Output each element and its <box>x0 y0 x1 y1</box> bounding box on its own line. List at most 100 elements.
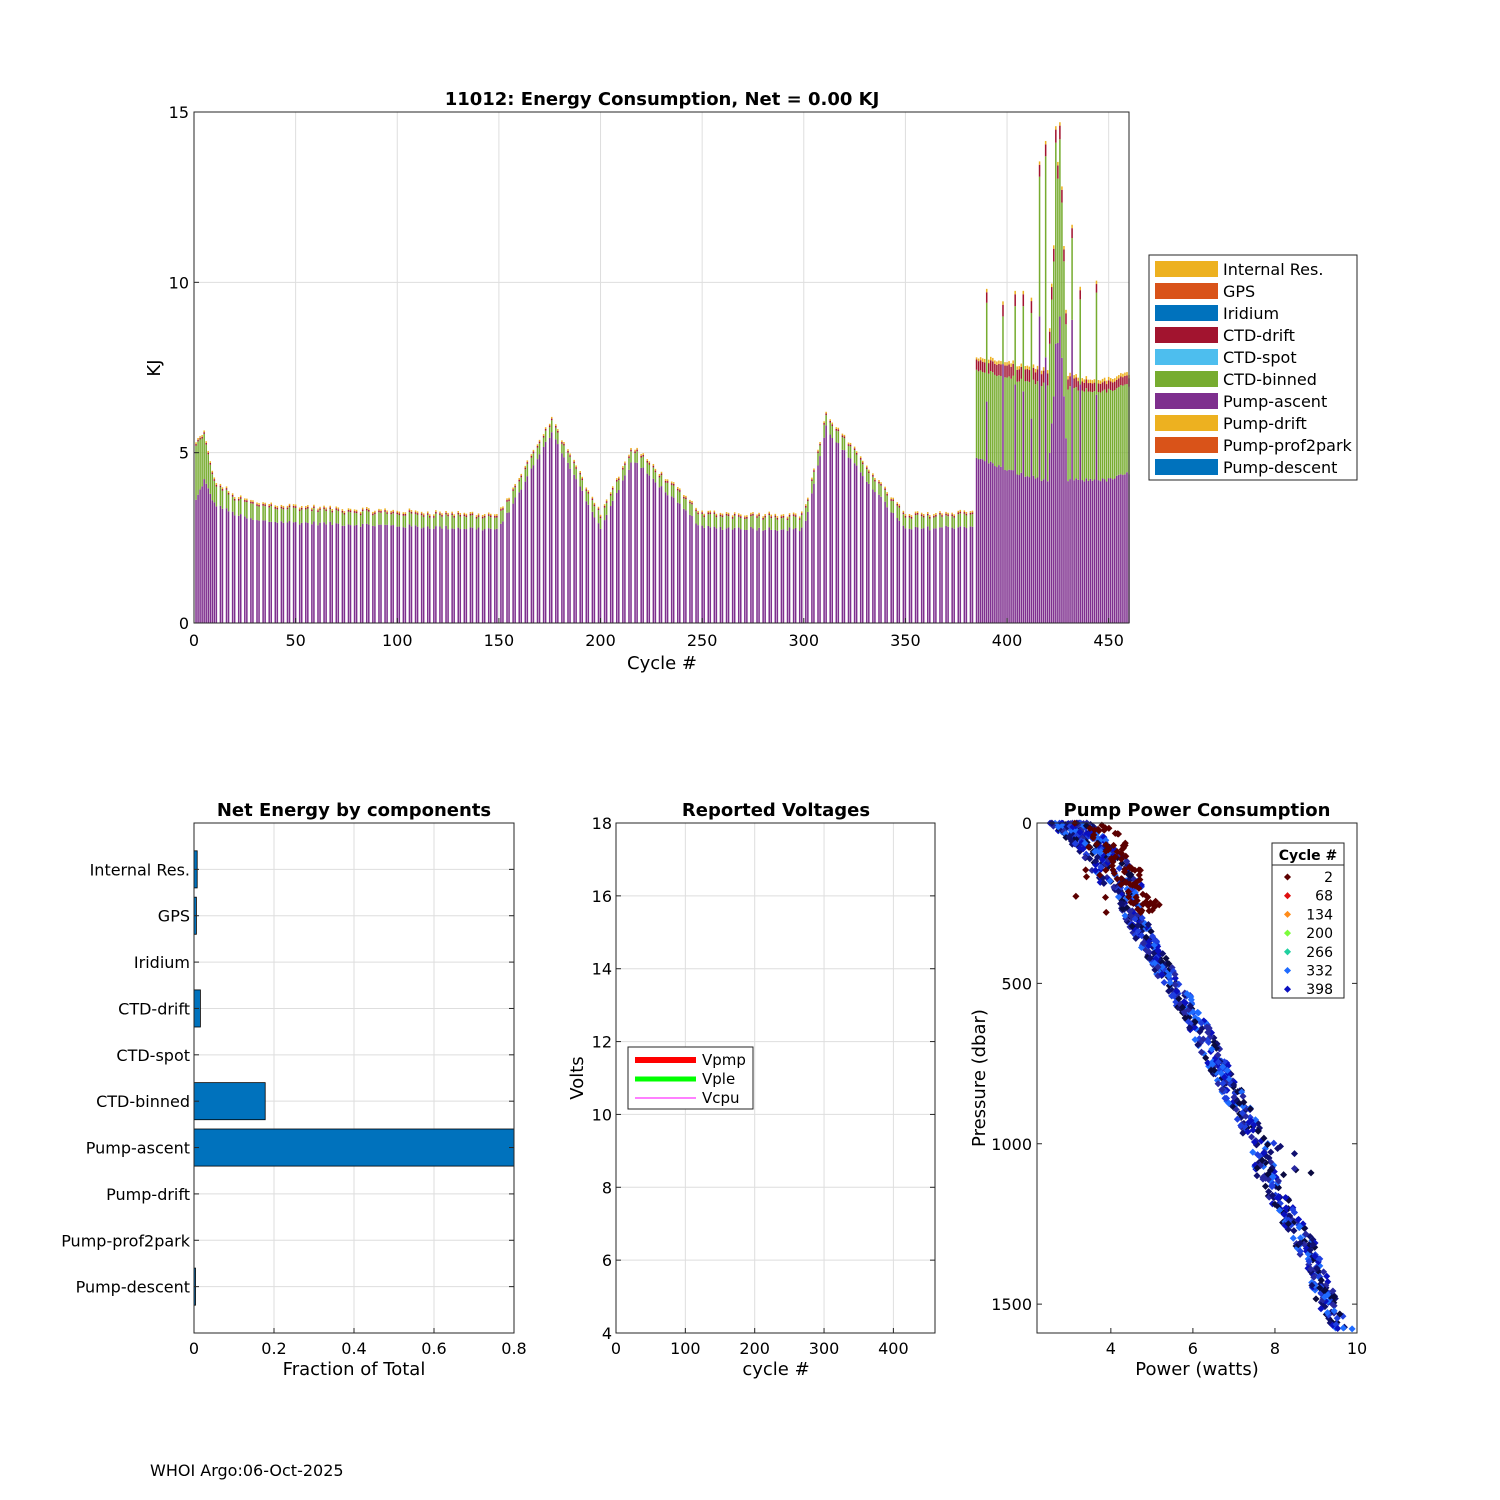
top-bar-ctd-binned <box>585 490 588 502</box>
top-bar-pump-ascent <box>666 495 669 623</box>
top-bar-internal-res <box>1040 370 1043 375</box>
top-bar-ctd-drift <box>1036 369 1039 382</box>
top-bar-ctd-binned <box>616 481 618 493</box>
top-bar-ctd-binned <box>288 507 291 522</box>
top-bar-ctd-binned <box>756 517 758 531</box>
top-bar-internal-res <box>294 504 297 507</box>
top-bar-internal-res <box>561 440 563 443</box>
top-bar-pump-ascent <box>996 467 998 623</box>
top-bar-pump-ascent <box>725 528 728 623</box>
top-bar-internal-res <box>819 442 821 444</box>
top-bar-pump-ascent <box>916 527 919 623</box>
top-bar-pump-ascent <box>599 528 602 623</box>
top-bar-ctd-drift <box>227 492 230 495</box>
top-bar-internal-res <box>237 497 240 499</box>
top-bar-ctd-drift <box>636 449 638 452</box>
top-bar-internal-res <box>731 515 734 518</box>
top-bar-ctd-drift <box>433 516 435 518</box>
top-bar-pump-ascent <box>798 531 801 623</box>
top-bar-pump-ascent <box>231 511 234 623</box>
top-bar-pump-ascent <box>1089 478 1092 623</box>
top-bar-pump-ascent <box>683 508 685 623</box>
top-bar-ctd-binned <box>933 517 935 529</box>
top-bar-pump-ascent <box>1028 477 1031 623</box>
top-bar-internal-res <box>311 507 313 510</box>
top-bar-ctd-binned <box>1081 390 1084 481</box>
top-bar-internal-res <box>855 451 858 453</box>
top-bar-ctd-drift <box>1065 313 1067 325</box>
top-bar-ctd-binned <box>770 518 773 530</box>
top-bar-ctd-binned <box>904 517 907 529</box>
top-bar-pump-ascent <box>770 529 773 623</box>
top-bar-pump-ascent <box>246 518 248 623</box>
top-bar-ctd-binned <box>500 510 502 524</box>
top-bar-ctd-binned <box>1016 381 1018 475</box>
top-bar-ctd-drift <box>764 515 766 518</box>
top-bar-pump-ascent <box>569 468 571 623</box>
top-bar-internal-res <box>337 507 340 510</box>
top-bar-pump-ascent <box>634 462 636 623</box>
top-bar-ctd-binned <box>829 422 831 435</box>
top-bar-ctd-binned <box>366 510 368 524</box>
top-bar-ctd-drift <box>215 484 218 487</box>
top-bar-pump-ascent <box>219 505 222 623</box>
top-bar-ctd-binned <box>1061 202 1063 358</box>
top-bar-ctd-drift <box>1122 377 1124 386</box>
top-bar-ctd-drift <box>496 515 498 518</box>
top-bar-internal-res <box>201 435 203 437</box>
top-bar-internal-res <box>929 515 931 517</box>
top-bar-internal-res <box>526 460 529 463</box>
top-bar-ctd-drift <box>945 513 947 516</box>
top-bar-internal-res <box>874 478 876 480</box>
top-bar-internal-res <box>1022 290 1025 295</box>
top-bar-ctd-binned <box>1002 316 1004 365</box>
top-bar-ctd-drift <box>965 513 968 516</box>
top-bar-ctd-binned <box>807 501 809 512</box>
top-bar-pump-ascent <box>868 483 870 623</box>
top-bar-ctd-binned <box>441 516 443 529</box>
top-bar-ctd-binned <box>792 515 795 530</box>
top-bar-ctd-drift <box>737 515 740 517</box>
top-bar-ctd-drift <box>892 499 894 502</box>
top-bar-pump-ascent <box>994 466 996 623</box>
top-bar-ctd-binned <box>268 507 270 522</box>
top-bar-pump-ascent <box>992 463 994 623</box>
top-bar-internal-res <box>707 510 710 513</box>
top-bar-ctd-binned <box>506 501 508 513</box>
top-bar-pump-ascent <box>646 473 649 623</box>
top-legend-swatch <box>1155 371 1218 387</box>
top-bar-internal-res <box>250 499 252 502</box>
top-bar-pump-ascent <box>532 465 535 623</box>
top-bar-ctd-binned <box>660 475 663 487</box>
top-bar-pump-ascent <box>1002 364 1004 623</box>
top-bar-ctd-drift <box>939 512 941 515</box>
top-bar-pump-ascent <box>1026 476 1029 623</box>
top-bar-ctd-binned <box>843 438 846 451</box>
top-bar-internal-res <box>209 461 212 463</box>
top-bar-internal-res <box>1081 378 1084 382</box>
top-bar-ctd-binned <box>1075 387 1077 479</box>
top-bar-ctd-binned <box>463 516 466 529</box>
top-bar-ctd-drift <box>378 510 380 513</box>
top-bar-pump-ascent <box>878 494 880 623</box>
top-bar-pump-ascent <box>323 522 325 623</box>
top-bar-pump-ascent <box>280 521 283 623</box>
top-bar-internal-res <box>532 449 535 452</box>
top-bar-pump-ascent <box>490 528 492 623</box>
top-bar-ctd-drift <box>896 503 899 506</box>
top-bar-ctd-drift <box>792 514 795 516</box>
top-bar-ctd-drift <box>910 516 913 519</box>
top-bar-ctd-drift <box>1071 228 1073 239</box>
top-bar-pump-ascent <box>475 529 478 623</box>
scat-x-tick-label: 10 <box>1347 1339 1367 1358</box>
top-bar-ctd-drift <box>762 517 764 520</box>
top-bar-ctd-drift <box>872 475 874 477</box>
top-bar-pump-ascent <box>685 510 687 623</box>
top-bar-internal-res <box>471 511 474 514</box>
top-bar-internal-res <box>483 514 486 516</box>
top-bar-ctd-binned <box>524 469 527 482</box>
top-bar-pump-ascent <box>414 525 417 623</box>
top-bar-ctd-drift <box>990 360 992 372</box>
top-bar-ctd-drift <box>996 364 998 377</box>
top-bar-ctd-binned <box>331 512 333 525</box>
